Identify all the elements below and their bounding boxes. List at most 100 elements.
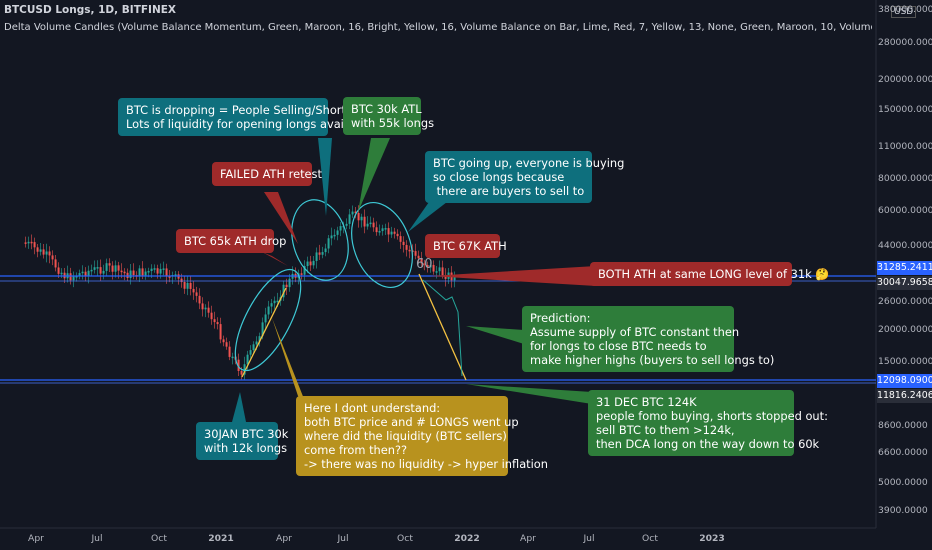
candle	[78, 273, 81, 277]
currency-badge[interactable]: USD	[891, 6, 917, 18]
candle	[162, 268, 165, 270]
pointer-dec31	[466, 384, 592, 404]
candle	[432, 264, 435, 272]
candle	[45, 251, 48, 255]
candle	[330, 235, 333, 239]
price-tick-label: 20000.0000	[878, 324, 932, 335]
candle	[366, 223, 369, 227]
note-both-ath[interactable]: BOTH ATH at same LONG level of 31k 🤔	[590, 262, 830, 286]
candle	[318, 252, 321, 255]
candle	[168, 276, 171, 278]
time-tick-label: Oct	[397, 533, 413, 544]
indicator-legend[interactable]: Delta Volume Candles (Volume Balance Mom…	[4, 22, 872, 33]
candle	[336, 230, 339, 235]
candle	[60, 272, 63, 275]
chart-title: BTCUSD Longs, 1D, BITFINEX	[4, 4, 176, 16]
note-btc-dropping[interactable]: BTC is dropping = People Selling/Shortin…	[118, 98, 371, 136]
pointer-failed-ath	[264, 192, 298, 244]
candle	[186, 282, 189, 289]
price-tick-label: 110000.0000	[878, 141, 932, 152]
circle-jan	[234, 268, 302, 372]
candle	[312, 260, 315, 266]
pointer-going-up	[408, 202, 447, 232]
candle	[285, 284, 288, 288]
candle	[108, 263, 111, 266]
candle	[258, 336, 261, 342]
note-dec31[interactable]: 31 DEC BTC 124K people fomo buying, shor…	[588, 390, 828, 456]
candle	[219, 324, 222, 340]
candle	[102, 270, 105, 274]
note-btc-30k-atl[interactable]: BTC 30k ATL with 55k longs	[343, 97, 434, 135]
price-tag: 31285.2411	[877, 261, 932, 275]
candle	[453, 276, 456, 281]
price-tag: 11816.2406	[877, 389, 932, 403]
time-tick-label: 2022	[454, 533, 480, 544]
candle	[438, 267, 441, 272]
price-tick-label: 26000.0000	[878, 296, 932, 307]
note-prediction[interactable]: Prediction: Assume supply of BTC constan…	[522, 306, 774, 372]
candle	[174, 274, 177, 276]
candle	[27, 241, 30, 244]
pointer-btc-dropping	[318, 138, 332, 216]
candle	[120, 270, 123, 273]
note-btc-65k-drop[interactable]: BTC 65k ATH drop	[176, 229, 286, 253]
note-jan30[interactable]: 30JAN BTC 30k with 12k longs	[196, 422, 288, 460]
note-dont-understand[interactable]: Here I dont understand: both BTC price a…	[296, 396, 548, 476]
candle	[282, 284, 285, 298]
candle	[270, 303, 273, 307]
pointer-30k-atl	[358, 138, 390, 212]
price-tick-label: 6600.0000	[878, 447, 928, 458]
candle	[315, 252, 318, 261]
candle	[264, 314, 267, 323]
note-btc-going-up[interactable]: BTC going up, everyone is buying so clos…	[425, 151, 624, 203]
candle	[429, 264, 432, 268]
note-btc-67k-ath[interactable]: BTC 67K ATH	[425, 234, 507, 258]
candle	[360, 216, 363, 221]
candle	[156, 268, 159, 274]
projection-line-1	[241, 287, 287, 378]
note-failed-ath[interactable]: FAILED ATH retest	[212, 162, 322, 186]
price-tick-label: 44000.0000	[878, 240, 932, 251]
candle	[138, 268, 141, 277]
candle	[399, 236, 402, 242]
projection-teal-curve	[422, 279, 463, 377]
price-tick-label: 3900.0000	[878, 505, 928, 516]
candle	[129, 270, 132, 278]
candle	[321, 252, 324, 255]
candle	[435, 271, 438, 273]
candle	[225, 342, 228, 347]
candle	[273, 300, 276, 304]
candle	[99, 267, 102, 274]
pointer-65k-drop	[262, 252, 288, 266]
candle	[327, 238, 330, 249]
candle	[441, 267, 444, 276]
time-tick-label: Apr	[276, 533, 292, 544]
time-tick-label: Apr	[520, 533, 536, 544]
candle	[189, 282, 192, 289]
price-tag: 12098.0900	[877, 374, 932, 388]
candle	[339, 226, 342, 231]
candle	[126, 272, 129, 278]
candle	[243, 364, 246, 375]
candle	[93, 267, 96, 270]
pointer-67k-ath	[423, 254, 429, 270]
candle	[375, 227, 378, 233]
candle	[414, 251, 417, 256]
candle	[276, 300, 279, 303]
pointer-jan30	[232, 392, 246, 422]
candle	[249, 350, 252, 355]
candle	[150, 268, 153, 272]
time-tick-label: Jul	[91, 533, 103, 544]
candle	[192, 288, 195, 293]
candle	[363, 216, 366, 227]
price-tick-label: 150000.0000	[878, 104, 932, 115]
candle	[357, 213, 360, 221]
candle	[24, 242, 27, 244]
time-tick-label: 2023	[699, 533, 725, 544]
candle	[228, 346, 231, 357]
price-tick-label: 8600.0000	[878, 420, 928, 431]
candle	[207, 307, 210, 313]
candle	[345, 223, 348, 226]
candle	[69, 273, 72, 281]
